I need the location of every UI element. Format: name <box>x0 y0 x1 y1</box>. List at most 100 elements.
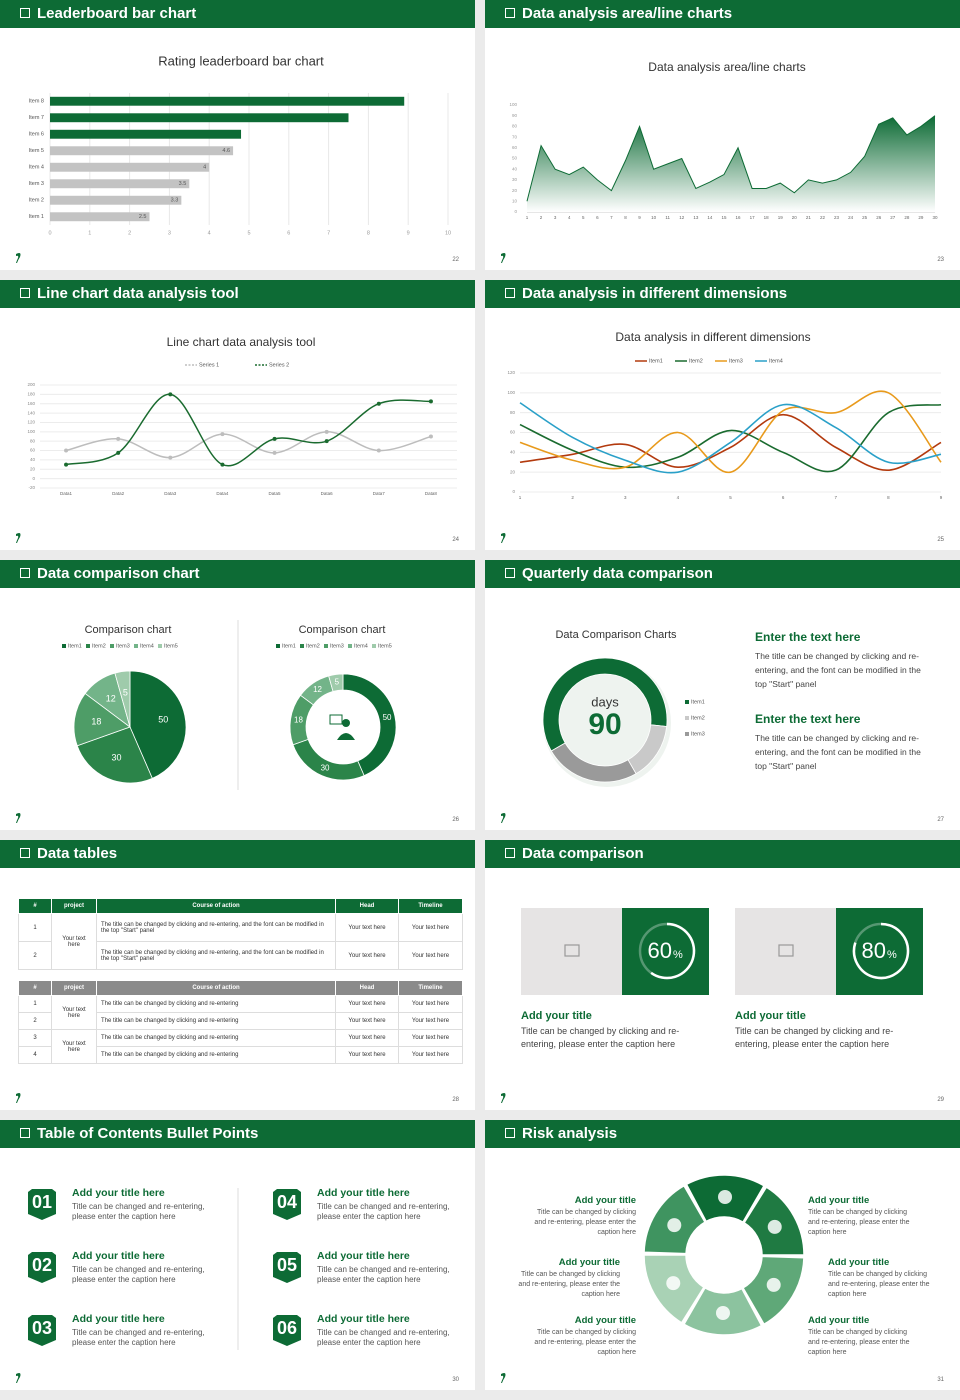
center-label: days <box>591 694 619 709</box>
image-placeholder <box>735 908 836 995</box>
y-tick-label: 80 <box>30 438 36 443</box>
y-tick-label: 50 <box>512 156 518 161</box>
x-tick-label: 2 <box>128 230 131 236</box>
risk-caption: Title can be changed by clicking and re-… <box>534 1209 636 1236</box>
data-point <box>64 448 69 453</box>
data-point <box>324 429 329 434</box>
data-label: 4.6 <box>222 148 230 154</box>
data-label: 4 <box>203 165 206 171</box>
series-line <box>65 393 431 467</box>
x-tick-label: 22 <box>820 215 826 220</box>
toc-title: Add your title here <box>72 1250 165 1262</box>
y-tick-label: Item 2 <box>29 198 44 204</box>
y-tick-label: 0 <box>32 476 35 481</box>
x-tick-label: 24 <box>848 215 854 220</box>
table-row: 4 The title can be changed by clicking an… <box>18 1046 463 1064</box>
table-cell: Your text here <box>51 1029 97 1064</box>
x-tick-label: 3 <box>624 495 627 500</box>
slide-header: Quarterly data comparison <box>485 560 960 588</box>
table-cell: Your text here <box>398 913 463 942</box>
risk-text: Add your title Title can be changed by cl… <box>510 1257 620 1300</box>
y-tick-label: 20 <box>510 469 516 474</box>
series-line <box>519 403 942 473</box>
slide-title: Risk analysis <box>522 1125 618 1142</box>
bar <box>50 179 190 189</box>
legend-label: Item4 <box>354 643 368 649</box>
x-tick-label: 6 <box>596 215 599 220</box>
y-tick-label: 60 <box>30 448 36 453</box>
y-tick-label: 80 <box>512 124 518 129</box>
checkbox-icon <box>505 1128 515 1138</box>
header-cell: # <box>18 980 52 996</box>
logo <box>501 1093 506 1103</box>
slide-header: Data analysis area/line charts <box>485 0 960 28</box>
text-block: Enter the text here The title can be chan… <box>755 630 935 691</box>
toc-title: Add your title here <box>317 1250 410 1262</box>
legend-label: Item3 <box>691 731 705 737</box>
center-value: 90 <box>588 708 621 741</box>
legend-marker <box>685 700 689 704</box>
pie-slice <box>73 692 131 747</box>
legend-label: Item1 <box>649 358 663 364</box>
segment-icon <box>666 1276 681 1291</box>
page-number: 26 <box>452 817 459 823</box>
legend-label: Item3 <box>729 358 743 364</box>
x-tick-label: Data5 <box>269 491 282 496</box>
slide-title: Data comparison chart <box>37 565 200 582</box>
icon-bg <box>329 713 357 741</box>
slide-header: Line chart data analysis tool <box>0 280 475 308</box>
x-tick-label: 10 <box>651 215 657 220</box>
checkbox-icon <box>20 8 30 18</box>
page-number: 23 <box>937 257 944 263</box>
bar <box>50 96 405 106</box>
series-line <box>519 413 942 471</box>
number-badge <box>273 1252 301 1283</box>
x-tick-label: 6 <box>287 230 290 236</box>
y-tick-label: 0 <box>512 489 515 494</box>
card-text: Add your title Title can be changed by cl… <box>735 1010 925 1051</box>
area <box>527 115 935 212</box>
icon <box>329 714 343 725</box>
x-tick-label: 11 <box>665 215 670 220</box>
y-tick-label: 200 <box>27 382 35 387</box>
toc-title: Add your title here <box>317 1187 410 1199</box>
chart-title: Data Comparison Charts <box>555 629 677 641</box>
legend-label: Item1 <box>282 643 296 649</box>
bar <box>50 113 349 123</box>
progress-ring <box>852 922 910 980</box>
y-tick-label: Item 3 <box>29 181 44 187</box>
x-tick-label: 29 <box>918 215 924 220</box>
y-tick-label: 30 <box>512 177 518 182</box>
data-label: 5 <box>123 688 128 698</box>
number-badge <box>28 1189 56 1220</box>
legend-label: Series 2 <box>269 362 289 368</box>
checkbox-icon <box>20 1128 30 1138</box>
toc-caption: Title can be changed and re-entering, pl… <box>72 1265 205 1284</box>
data-point <box>376 448 381 453</box>
toc-title: Add your title here <box>317 1313 410 1325</box>
data-point <box>220 432 225 437</box>
checkbox-icon <box>20 848 30 858</box>
badge-number: 05 <box>277 1255 297 1275</box>
data-table: # project Course of action Head Timeline 1 You… <box>18 898 463 970</box>
pie-slice <box>542 657 668 752</box>
slide: Comparison chart Comparison chart 50 30 18 12… <box>0 560 475 830</box>
toc-text: Add your title here Title can be changed … <box>72 1250 212 1285</box>
x-tick-label: 8 <box>887 495 890 500</box>
legend-marker <box>134 644 138 648</box>
data-label: 5 <box>335 678 340 687</box>
x-tick-label: 1 <box>88 230 91 236</box>
pie-slice <box>550 742 637 783</box>
header-cell: # <box>18 898 52 914</box>
chart-title: Comparison chart <box>299 624 386 636</box>
number-badge <box>28 1252 56 1283</box>
table-cell: 1 <box>18 913 52 942</box>
table-cell: Your text here <box>398 1012 463 1030</box>
data-label: 50 <box>383 713 392 722</box>
header-cell: Timeline <box>398 898 463 914</box>
icon <box>342 719 350 727</box>
header-cell: project <box>51 898 97 914</box>
y-tick-label: 80 <box>510 410 516 415</box>
legend-label: Item2 <box>689 358 703 364</box>
